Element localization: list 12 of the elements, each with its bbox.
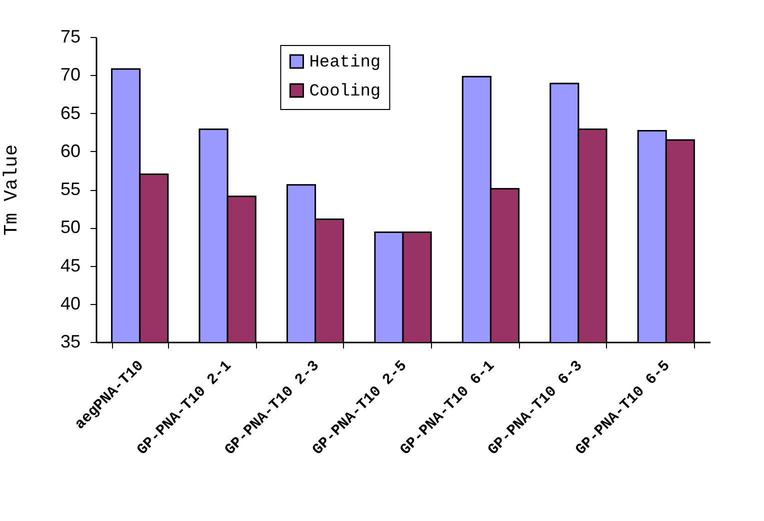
y-tick-label: 35 bbox=[60, 332, 80, 352]
y-tick-label: 70 bbox=[60, 64, 80, 85]
y-tick-label: 65 bbox=[60, 102, 80, 123]
y-axis-title: Tm Value bbox=[0, 144, 22, 236]
y-tick-label: 45 bbox=[60, 255, 80, 276]
legend-label: Cooling bbox=[309, 82, 381, 102]
y-tick-label: 55 bbox=[60, 179, 80, 199]
y-tick-label: 50 bbox=[60, 217, 80, 238]
y-tick-label: 40 bbox=[60, 293, 80, 314]
legend-label: Heating bbox=[309, 54, 381, 72]
y-tick-label: 75 bbox=[60, 26, 80, 46]
y-tick-label: 60 bbox=[60, 140, 80, 161]
